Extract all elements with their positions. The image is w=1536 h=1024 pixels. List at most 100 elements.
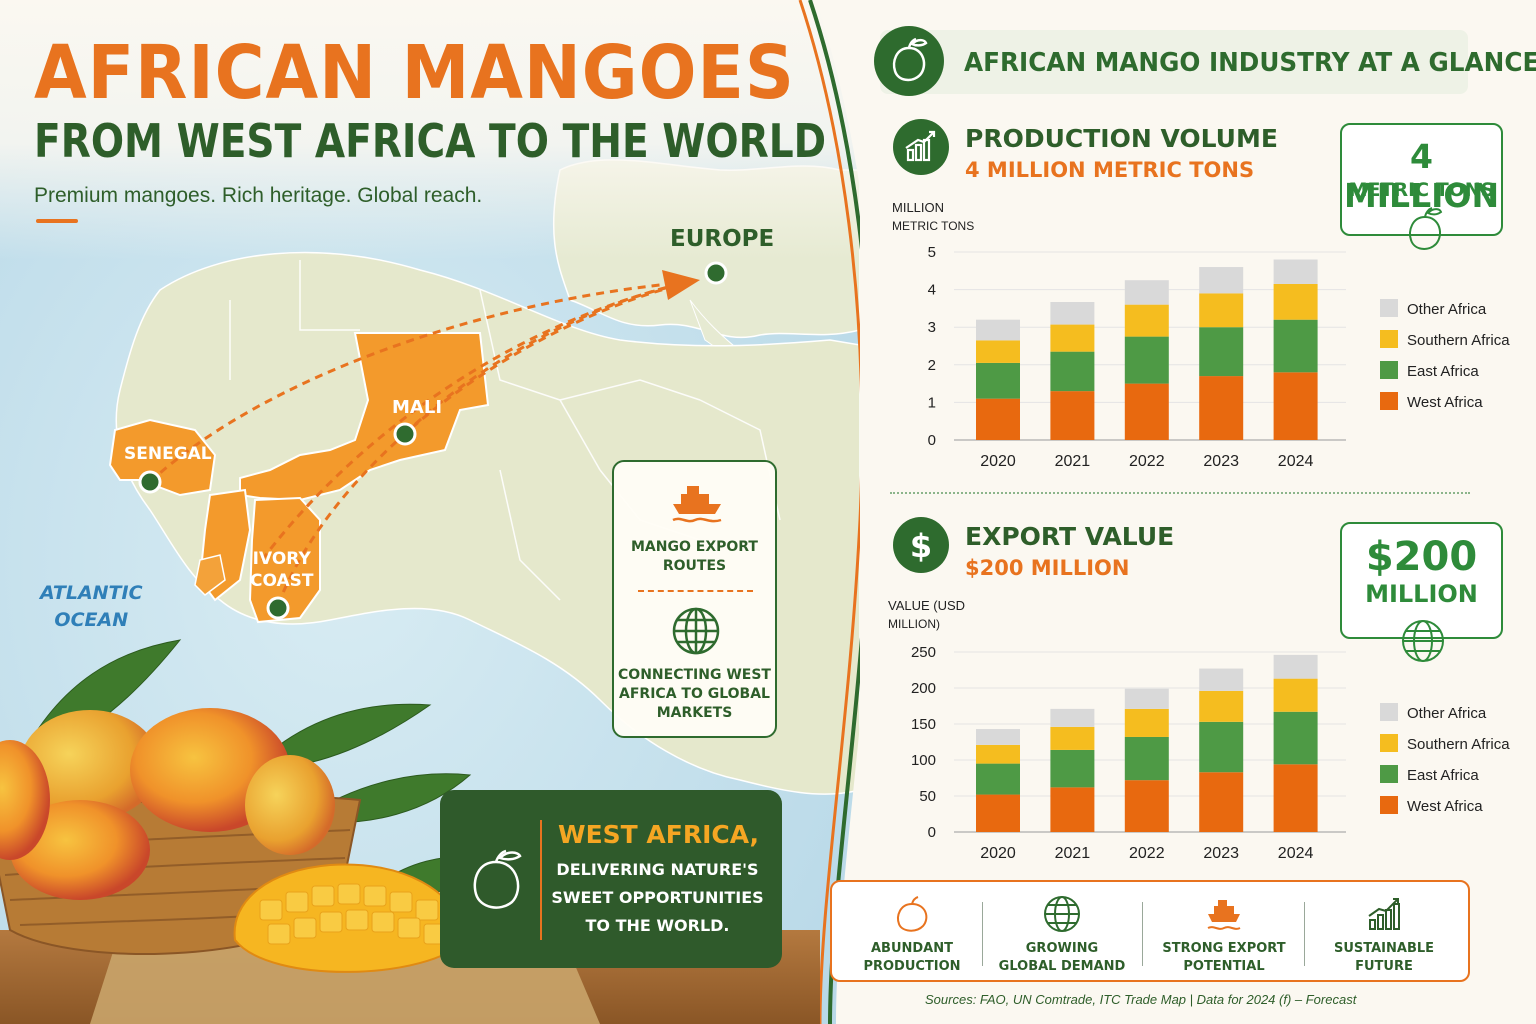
- map-label-atlantic: ATLANTIC OCEAN: [40, 580, 143, 634]
- y-axis-title-line2: METRIC TONS: [892, 219, 974, 233]
- bar-segment-east-africa: [976, 362, 1020, 399]
- ship-small-icon: [1207, 900, 1241, 930]
- dollar-icon: $: [893, 517, 949, 573]
- bar-segment-other-africa: [1199, 267, 1244, 294]
- legend-swatch: [1380, 734, 1398, 752]
- benefits-bar: ABUNDANT PRODUCTION GROWING GLOBAL DEMAN…: [830, 880, 1470, 982]
- routes-line2: ROUTES: [662, 558, 727, 574]
- section-divider: [890, 492, 1470, 494]
- mango-icon: [473, 849, 522, 909]
- legend-swatch: [1380, 392, 1398, 410]
- bar-segment-other-africa: [976, 319, 1020, 341]
- bar-segment-southern-africa: [976, 340, 1020, 363]
- x-tick-label: 2020: [980, 845, 1016, 862]
- legend-swatch: [1380, 765, 1398, 783]
- y-tick-label: 2: [928, 357, 936, 374]
- y-axis-title-line1: VALUE (USD: [888, 598, 965, 613]
- y-tick-label: 5: [928, 244, 936, 261]
- y-tick-label: 50: [919, 788, 936, 805]
- y-axis-title-line1: MILLION: [892, 200, 944, 215]
- bar-segment-west-africa: [976, 398, 1020, 440]
- legend-label: West Africa: [1407, 394, 1483, 411]
- wa-line3: TO THE WORLD.: [585, 916, 730, 935]
- benefit-1-line2: PRODUCTION: [863, 959, 961, 974]
- bar-segment-west-africa: [976, 794, 1020, 832]
- x-tick-label: 2023: [1203, 845, 1239, 862]
- bar-segment-west-africa: [1124, 780, 1169, 832]
- benefit-label: ABUNDANT PRODUCTION: [832, 940, 992, 976]
- production-kpi-value: 4 MILLION: [1343, 137, 1500, 215]
- production-kpi-card: 4 MILLION METRIC TONS: [1340, 123, 1503, 250]
- benefit-divider: [1304, 902, 1305, 966]
- page-subtitle: FROM WEST AFRICA TO THE WORLD: [34, 114, 827, 168]
- legend-label: Southern Africa: [1407, 332, 1510, 349]
- bar-segment-southern-africa: [1273, 283, 1318, 320]
- routes-line1: MANGO EXPORT: [631, 539, 758, 555]
- benefit-3-line2: POTENTIAL: [1183, 959, 1265, 974]
- benefit-4-line2: FUTURE: [1355, 959, 1413, 974]
- benefit-abundant-production: ABUNDANT PRODUCTION: [832, 882, 992, 980]
- page-title: AFRICAN MANGOES: [34, 30, 795, 116]
- globe-icon: [672, 607, 720, 655]
- x-tick-label: 2022: [1129, 453, 1165, 470]
- y-tick-label: 150: [911, 716, 936, 733]
- legend-label: East Africa: [1407, 767, 1479, 784]
- bar-segment-west-africa: [1273, 372, 1318, 440]
- y-tick-label: 0: [928, 824, 936, 841]
- bar-segment-west-africa: [1199, 376, 1244, 440]
- routes-card-divider: [638, 590, 753, 592]
- benefit-label: STRONG EXPORT POTENTIAL: [1144, 940, 1304, 976]
- bar-segment-other-africa: [1273, 654, 1318, 679]
- ivory-coast-line2: COAST: [250, 571, 314, 591]
- y-tick-label: 250: [911, 644, 936, 661]
- export-title: EXPORT VALUE: [965, 522, 1175, 551]
- mango-outline-icon: [1409, 207, 1443, 250]
- legend-label: Southern Africa: [1407, 736, 1510, 753]
- bar-segment-southern-africa: [1199, 690, 1244, 722]
- ivory-coast-line1: IVORY: [252, 549, 311, 569]
- production-title: PRODUCTION VOLUME: [965, 124, 1278, 153]
- tagline: Premium mangoes. Rich heritage. Global r…: [34, 184, 483, 207]
- atlantic-line2: OCEAN: [54, 609, 129, 631]
- x-tick-label: 2023: [1203, 453, 1239, 470]
- bar-segment-west-africa: [1050, 391, 1095, 440]
- x-tick-label: 2022: [1129, 845, 1165, 862]
- bar-segment-southern-africa: [1124, 708, 1169, 737]
- svg-text:$: $: [910, 527, 932, 565]
- west-africa-card: WEST AFRICA, DELIVERING NATURE'S SWEET O…: [440, 790, 782, 968]
- ship-icon: [672, 486, 722, 523]
- bar-segment-east-africa: [1124, 336, 1169, 384]
- globe-small-icon: [1044, 896, 1080, 932]
- benefit-divider: [1142, 902, 1143, 966]
- benefit-growing-demand: GROWING GLOBAL DEMAND: [982, 882, 1142, 980]
- map-label-mali: MALI: [392, 397, 443, 418]
- map-label-senegal: SENEGAL: [124, 444, 212, 464]
- bar-segment-other-africa: [1050, 302, 1095, 325]
- legend-label: West Africa: [1407, 798, 1483, 815]
- benefit-sustainable-future: SUSTAINABLE FUTURE: [1304, 882, 1464, 980]
- map-panel: AFRICAN MANGOES FROM WEST AFRICA TO THE …: [0, 0, 860, 1024]
- west-africa-heading: WEST AFRICA,: [558, 820, 760, 849]
- wa-line1: DELIVERING NATURE'S: [556, 860, 759, 879]
- growth-chart-icon: [1368, 898, 1400, 930]
- benefit-4-line1: SUSTAINABLE: [1333, 941, 1435, 956]
- benefit-3-line1: STRONG EXPORT: [1162, 941, 1286, 956]
- bar-segment-other-africa: [1124, 688, 1169, 709]
- bar-segment-southern-africa: [1273, 678, 1318, 712]
- benefit-2-line2: GLOBAL DEMAND: [998, 959, 1126, 974]
- y-axis-title-line2: MILLION): [888, 617, 940, 631]
- benefit-label: GROWING GLOBAL DEMAND: [982, 940, 1142, 976]
- production-chart: MILLION METRIC TONS 0 1 2 3 4 5 2020 2021 2022 2023…: [892, 200, 1510, 470]
- y-tick-label: 200: [911, 680, 936, 697]
- bar-segment-west-africa: [1124, 383, 1169, 440]
- bar-chart-icon: [893, 119, 949, 175]
- benefit-1-line1: ABUNDANT: [870, 941, 953, 956]
- bar-segment-southern-africa: [1124, 304, 1169, 337]
- bar-segment-east-africa: [1273, 711, 1318, 765]
- y-tick-label: 100: [911, 752, 936, 769]
- x-tick-label: 2021: [1055, 845, 1091, 862]
- benefit-2-line1: GROWING: [1025, 941, 1099, 956]
- export-chart: VALUE (USD MILLION) 0 50 100 150 200 250 2020 202…: [888, 598, 1510, 862]
- x-tick-label: 2024: [1278, 453, 1314, 470]
- bar-segment-west-africa: [1050, 787, 1095, 832]
